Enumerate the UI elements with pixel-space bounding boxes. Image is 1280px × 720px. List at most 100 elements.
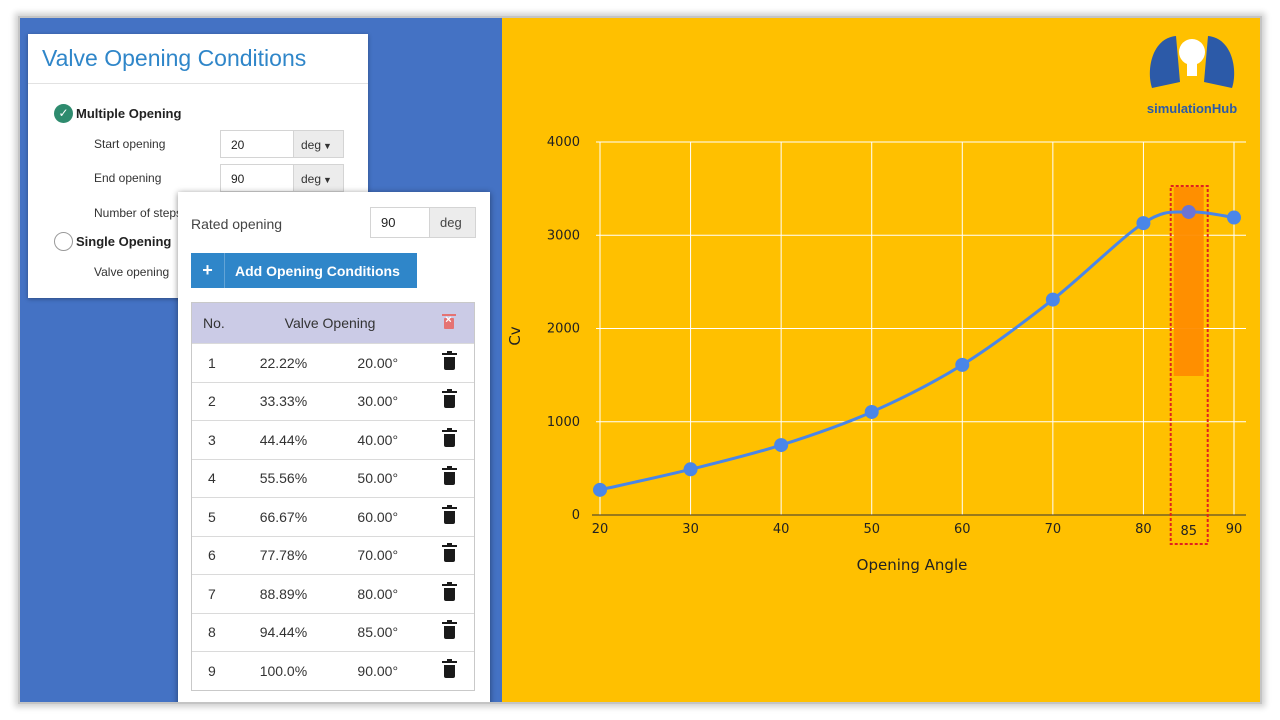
row-percent: 66.67% [259,508,308,525]
row-delete-button[interactable] [424,389,474,411]
end-opening-unit-select[interactable]: deg ▼ [294,164,344,192]
highlight-label: 85 [1180,524,1197,539]
rated-opening-label: Rated opening [191,216,283,232]
row-degrees: 30.00° [357,393,399,410]
row-delete-button[interactable] [424,466,474,488]
x-tick-label: 40 [773,522,790,537]
plus-icon: + [191,253,225,288]
row-number: 6 [208,547,216,564]
y-tick-label: 0 [572,508,580,523]
multiple-opening-radio[interactable]: ✓ Multiple Opening [54,104,181,123]
data-point [1136,216,1151,231]
data-point [1227,210,1241,225]
table-row: 7 88.89% 80.00° [192,574,474,613]
y-tick-label: 4000 [547,135,580,150]
start-opening-unit-select[interactable]: deg ▼ [294,130,344,158]
chevron-down-icon: ▼ [323,141,332,151]
row-delete-button[interactable] [424,350,474,373]
row-delete-button[interactable] [424,620,474,642]
data-point [683,462,698,477]
row-number: 2 [208,393,216,410]
end-opening-label: End opening [94,171,162,185]
panel-title: Valve Opening Conditions [28,34,368,84]
row-delete-button[interactable] [424,658,474,681]
x-tick-label: 60 [954,522,971,537]
row-percent: 94.44% [259,624,308,641]
start-opening-input[interactable]: 20 [220,130,294,158]
bulb-icon [1179,39,1205,65]
trash-icon [441,543,457,563]
radio-empty-icon [54,232,73,251]
x-tick-label: 50 [863,522,880,537]
table-header: No. Valve Opening [192,303,474,343]
row-delete-button[interactable] [424,427,474,450]
header-no: No. [203,315,225,331]
row-degrees: 20.00° [357,354,399,371]
opening-table: No. Valve Opening 1 22.22% 20.00° 2 33.33% 30… [191,302,475,691]
table-row: 9 100.0% 90.00° [192,651,474,690]
x-tick-label: 80 [1135,522,1152,537]
row-delete-button[interactable] [424,504,474,527]
head-left-icon [1149,36,1180,88]
chevron-down-icon: ▼ [323,175,332,185]
x-tick-label: 90 [1226,522,1243,537]
trash-icon [441,658,457,678]
row-degrees: 50.00° [357,470,399,487]
simulationhub-logo: simulationHub [1147,36,1237,116]
multiple-opening-label: Multiple Opening [76,106,182,121]
row-number: 9 [208,662,216,679]
cv-chart: 0 1000 2000 3000 4000 20 30 40 50 60 70 80 90 85 Openi… [506,36,1246,574]
y-axis-title: Cv [506,326,524,345]
row-degrees: 60.00° [357,508,399,525]
x-axis-title: Opening Angle [857,556,968,574]
row-percent: 100.0% [259,662,308,679]
trash-icon [441,427,457,447]
unit-label: deg [301,172,322,186]
row-number: 1 [208,354,216,371]
trash-icon [441,581,457,601]
row-number: 3 [208,431,216,448]
data-point [864,404,879,419]
row-degrees: 40.00° [357,431,399,448]
trash-icon [441,620,457,640]
data-point [1045,292,1060,307]
rated-opening-unit: deg [430,207,476,238]
data-point [955,357,970,372]
row-delete-button[interactable] [424,581,474,604]
x-tick-label: 20 [592,522,609,537]
trash-icon [441,350,457,370]
row-percent: 33.33% [259,393,308,410]
y-tick-label: 1000 [547,415,580,430]
trash-icon [441,504,457,524]
end-opening-input[interactable]: 90 [220,164,294,192]
single-opening-label: Single Opening [76,234,172,249]
header-valve-opening: Valve Opening [284,315,376,331]
data-point [1181,204,1196,219]
y-tick-label: 2000 [547,322,580,337]
single-opening-radio[interactable]: Single Opening [54,232,171,251]
add-opening-conditions-button[interactable]: + Add Opening Conditions [191,253,417,288]
delete-all-button[interactable] [424,313,474,332]
add-button-label: Add Opening Conditions [235,262,400,279]
rated-opening-input[interactable]: 90 [370,207,430,238]
table-row: 5 66.67% 60.00° [192,497,474,536]
row-number: 5 [208,508,216,525]
table-row: 6 77.78% 70.00° [192,535,474,574]
highlight-border [1169,185,1209,545]
row-degrees: 85.00° [357,624,399,641]
trash-icon [441,466,457,486]
table-row: 3 44.44% 40.00° [192,420,474,459]
chart-background [502,18,1260,702]
screenshot-frame: Valve Opening Conditions ✓ Multiple Open… [18,16,1262,704]
head-right-icon [1204,36,1235,88]
table-row: 1 22.22% 20.00° [192,343,474,382]
bulb-base-icon [1187,64,1197,76]
row-number: 8 [208,624,216,641]
start-opening-label: Start opening [94,137,166,151]
x-tick-label: 30 [682,522,699,537]
data-point [774,438,789,453]
y-tick-label: 3000 [547,228,580,243]
row-delete-button[interactable] [424,543,474,565]
table-row: 4 55.56% 50.00° [192,458,474,497]
logo-text: simulationHub [1147,101,1237,116]
